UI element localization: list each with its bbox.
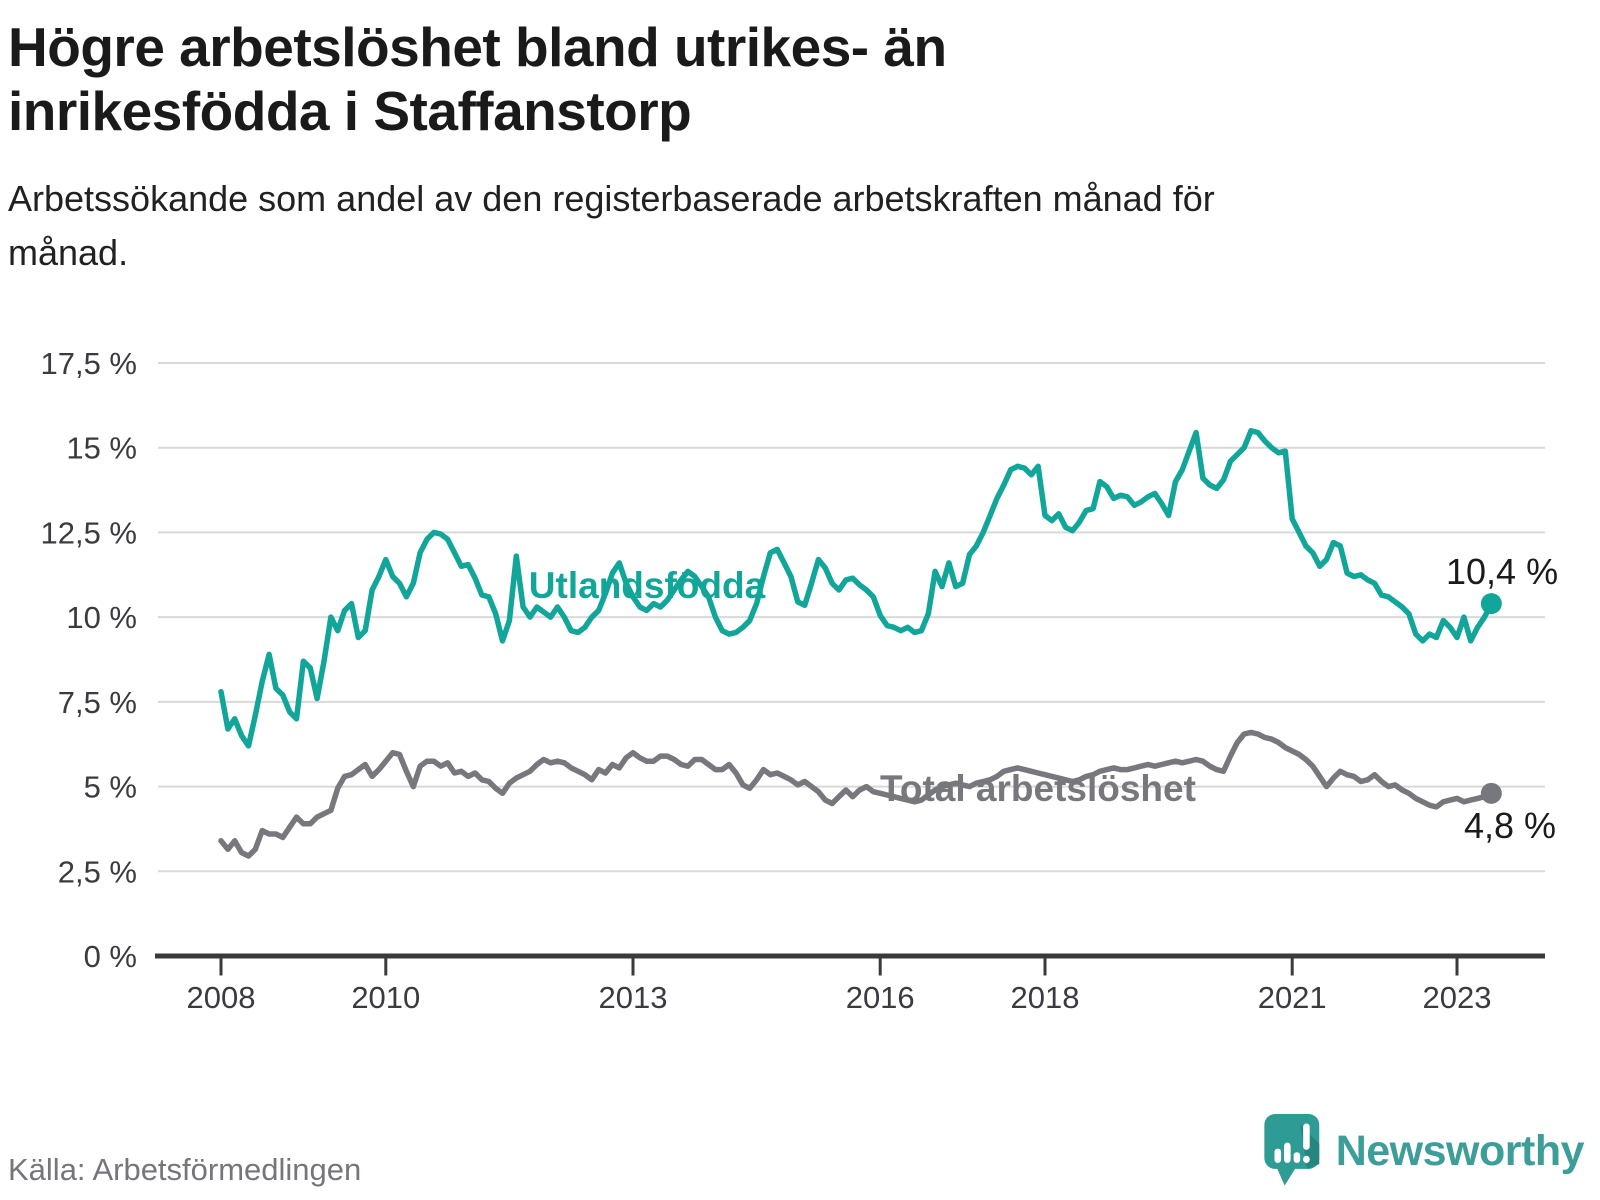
newsworthy-logo-text: Newsworthy bbox=[1335, 1126, 1585, 1175]
footer: Källa: Arbetsförmedlingen Newsworthy bbox=[0, 1114, 1600, 1188]
x-axis-tick-label: 2018 bbox=[1011, 980, 1080, 1015]
series-end-value-label: 10,4 % bbox=[1446, 551, 1558, 592]
page-subtitle: Arbetssökande som andel av den registerb… bbox=[8, 177, 1215, 273]
x-axis-tick-label: 2013 bbox=[599, 980, 668, 1015]
series-end-value-label: 4,8 % bbox=[1464, 805, 1556, 846]
newsworthy-logo-icon bbox=[1264, 1114, 1319, 1186]
y-axis-tick-label: 15 % bbox=[66, 431, 137, 466]
y-axis-tick-label: 0 % bbox=[84, 939, 137, 974]
y-axis-tick-label: 5 % bbox=[84, 770, 137, 805]
source-note: Källa: Arbetsförmedlingen bbox=[8, 1152, 362, 1187]
x-axis-tick-label: 2008 bbox=[187, 980, 256, 1015]
series-end-dot-utlandsfodda bbox=[1480, 593, 1502, 615]
series-label-total: Total arbetslöshet bbox=[880, 768, 1196, 809]
y-axis-tick-label: 7,5 % bbox=[58, 685, 137, 720]
page-title: Högre arbetslöshet bland utrikes- än inr… bbox=[8, 16, 947, 142]
series-end-dot-total bbox=[1480, 782, 1502, 804]
series-label-utlandsfodda: Utlandsfödda bbox=[529, 565, 766, 606]
x-axis-tick-label: 2016 bbox=[846, 980, 915, 1015]
x-axis-tick-label: 2021 bbox=[1258, 980, 1327, 1015]
series-line-utlandsfodda bbox=[218, 428, 1495, 749]
y-axis-tick-label: 2,5 % bbox=[58, 854, 137, 889]
series-line-total bbox=[218, 729, 1495, 859]
newsworthy-logo: Newsworthy bbox=[1264, 1114, 1585, 1188]
x-axis-tick-label: 2023 bbox=[1423, 980, 1492, 1015]
x-axis-tick-label: 2010 bbox=[351, 980, 420, 1015]
y-axis-tick-label: 17,5 % bbox=[40, 346, 137, 381]
y-axis-tick-label: 10 % bbox=[66, 600, 137, 635]
y-axis-tick-label: 12,5 % bbox=[40, 515, 137, 550]
